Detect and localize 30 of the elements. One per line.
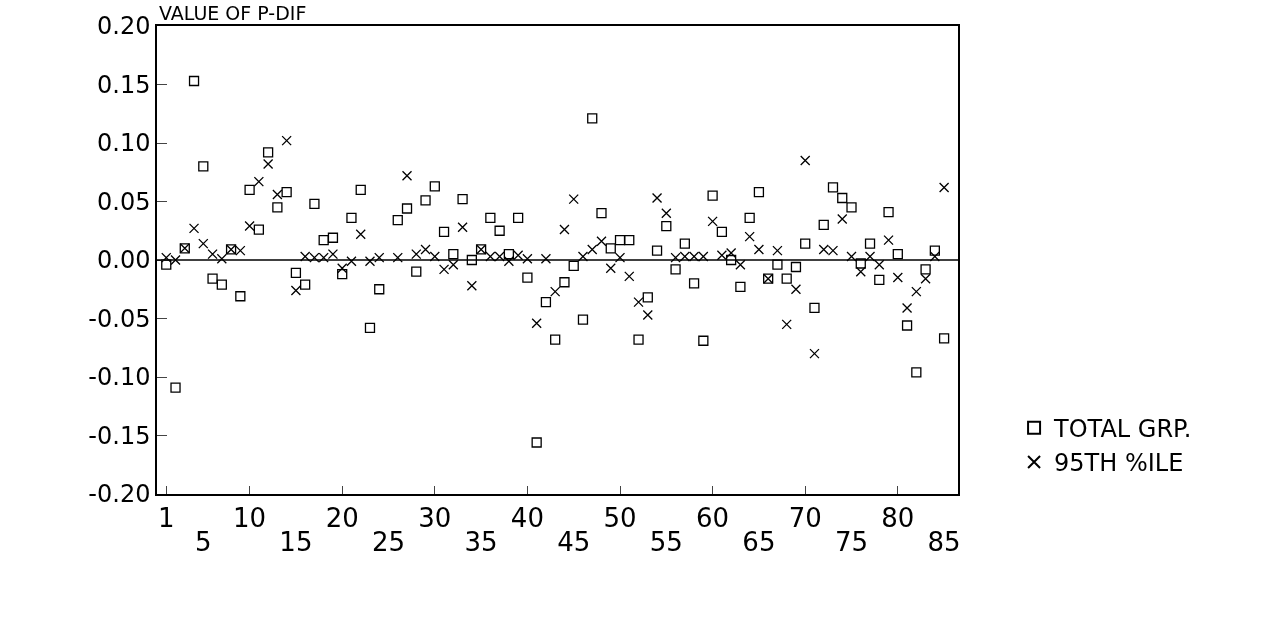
x2-tick-label: 75 [834, 527, 869, 557]
x-tick-label: 70 [788, 502, 822, 533]
x-tick-label: 10 [233, 502, 267, 533]
y-tick-label: 0.00 [97, 246, 151, 275]
y-tick-label: -0.05 [88, 304, 151, 333]
x2-tick-label: 85 [927, 527, 961, 557]
x2-tick-label: 45 [557, 527, 591, 557]
x-tick-label: 1 [157, 502, 175, 533]
x2-tick-label: 35 [464, 527, 498, 557]
legend-label: TOTAL GRP. [1053, 415, 1192, 444]
x-tick-label: 80 [881, 502, 915, 533]
x-tick-label: 30 [418, 502, 452, 533]
y-tick-label: -0.10 [88, 363, 151, 392]
x2-tick-label: 65 [742, 527, 776, 557]
x-tick-label: 50 [603, 502, 637, 533]
y-tick-label: 0.20 [97, 12, 151, 41]
legend-label: 95TH %ILE [1054, 449, 1184, 478]
x2-tick-label: 5 [195, 527, 212, 557]
y-axis-title: VALUE OF P-DIF [159, 2, 307, 24]
y-tick-label: 0.15 [97, 70, 151, 99]
x-tick-label: 40 [510, 502, 544, 533]
x2-tick-label: 15 [279, 527, 313, 557]
x-tick-label: 20 [325, 502, 359, 533]
y-tick-label: -0.20 [88, 480, 151, 509]
y-tick-label: -0.15 [88, 421, 151, 450]
y-tick-label: 0.05 [97, 187, 151, 216]
x-tick-label: 60 [696, 502, 730, 533]
x2-tick-label: 25 [371, 527, 406, 557]
x2-tick-label: 55 [649, 527, 683, 557]
y-tick-label: 0.10 [97, 129, 151, 158]
